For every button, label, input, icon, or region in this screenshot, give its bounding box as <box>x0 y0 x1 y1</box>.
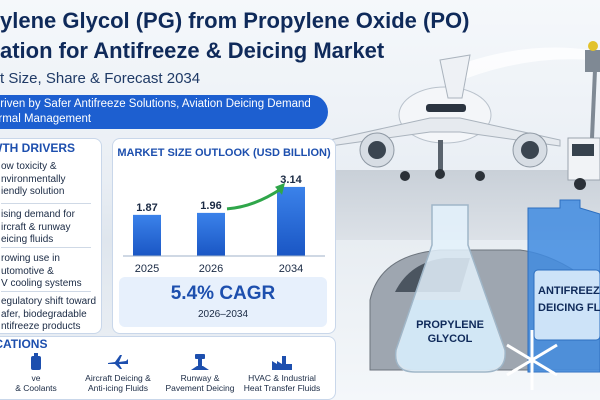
jug-label-panel <box>533 269 600 341</box>
category-label: 2025 <box>135 263 159 275</box>
cagr-box: 5.4% CAGR 2026–2034 <box>119 277 327 327</box>
value-label: 1.96 <box>200 200 221 212</box>
airplane-cockpit-windows <box>426 104 466 112</box>
airplane-tail <box>439 54 471 99</box>
driver-text: V cooling systems <box>1 278 82 289</box>
driver-text: nvironmentally <box>1 173 66 185</box>
bar-2025 <box>133 214 161 256</box>
coolant-icon <box>31 353 41 370</box>
driver-text: ow toxicity & <box>1 161 57 172</box>
growth-arrow <box>226 187 282 211</box>
growth-drivers-title: WTH DRIVERS <box>0 141 75 155</box>
application-item: Aircraft Deicing & Anti-icing Fluids <box>77 353 159 393</box>
driver-text: eicing fluids <box>1 234 54 245</box>
divider <box>1 203 91 204</box>
value-label: 3.14 <box>280 174 302 186</box>
applications-panel: ICATIONS ve& Coolants Aircraft Deicing &… <box>0 336 336 400</box>
driver-text: iendly solution <box>1 186 65 197</box>
worker <box>588 41 598 51</box>
divider <box>1 291 91 292</box>
flask-label-line: PROPYLENE <box>416 319 484 331</box>
application-label: Runway & Pavement Deicing <box>165 373 235 393</box>
driver-item: ising demand for ircraft & runway eicing… <box>1 209 101 247</box>
drivers-banner: Driven by Safer Antifreeze Solutions, Av… <box>0 95 328 129</box>
bar-2026 <box>197 212 225 256</box>
driver-text: ntifreeze products <box>1 321 81 332</box>
application-label: ve & Coolants <box>15 373 57 393</box>
flask-label: PROPYLENE GLYCOL <box>412 318 488 346</box>
application-item: HVAC & Industrial Heat Transfer Fluids <box>241 353 323 393</box>
flask-label-line: GLYCOL <box>427 333 473 345</box>
growth-arrow-head <box>275 182 285 195</box>
truck-boom <box>590 69 597 139</box>
landing-gear <box>438 140 443 170</box>
driver-text: afer, biodegradable <box>1 308 87 320</box>
driver-text: rowing use in <box>1 253 60 264</box>
driver-item: egulatory shift toward afer, biodegradab… <box>1 296 101 334</box>
jug-label-line: ANTIFREEZE <box>538 285 600 297</box>
divider <box>1 247 91 248</box>
runway-tower-icon <box>191 354 209 370</box>
driver-text: utomotive & <box>1 265 54 277</box>
airplane-icon <box>108 355 128 369</box>
application-label: HVAC & Industrial Heat Transfer Fluids <box>243 373 321 393</box>
bar-2034 <box>277 186 305 256</box>
banner-line-1: Driven by Safer Antifreeze Solutions, Av… <box>0 98 311 110</box>
factory-icon <box>272 356 292 370</box>
category-label: 2026 <box>199 263 223 275</box>
title-line-2: ation for Antifreeze & Deicing Market <box>0 38 385 63</box>
banner-line-2: ermal Management <box>0 113 92 125</box>
jug-label-line: DEICING FLUI <box>538 302 600 314</box>
market-size-chart-card: MARKET SIZE OUTLOOK (USD BILLION) 1.87 20… <box>112 138 336 334</box>
subtitle: t Size, Share & Forecast 2034 <box>0 70 201 87</box>
snowflake-icon <box>506 330 558 390</box>
application-item: ve & Coolants <box>0 353 77 393</box>
growth-drivers-panel: WTH DRIVERS ow toxicity & nvironmentally… <box>0 138 102 334</box>
jug-label: ANTIFREEZE DEICING FLUI <box>538 283 600 317</box>
driver-item: ow toxicity & nvironmentally iendly solu… <box>1 161 101 199</box>
category-label: 2034 <box>279 263 303 275</box>
cagr-period: 2026–2034 <box>197 309 249 320</box>
driver-item: rowing use in utomotive & V cooling syst… <box>1 253 101 291</box>
chart-title: MARKET SIZE OUTLOOK (USD BILLION) <box>117 147 331 159</box>
driver-text: egulatory shift toward <box>1 296 97 307</box>
title-line-1: ylene Glycol (PG) from Propylene Oxide (… <box>0 8 470 33</box>
deicing-spray <box>445 47 590 85</box>
driver-text: ising demand for <box>1 209 75 220</box>
driver-text: ircraft & runway <box>1 221 71 233</box>
application-item: Runway & Pavement Deicing <box>159 353 241 393</box>
value-label: 1.87 <box>136 202 157 214</box>
applications-title: ICATIONS <box>0 337 48 351</box>
bar-chart: 1.87 2025 1.96 2026 3.14 2034 <box>123 174 325 275</box>
cagr-value: 5.4% CAGR <box>170 283 276 304</box>
boom-basket <box>585 50 600 72</box>
application-label: Aircraft Deicing & Anti-icing Fluids <box>85 373 151 393</box>
